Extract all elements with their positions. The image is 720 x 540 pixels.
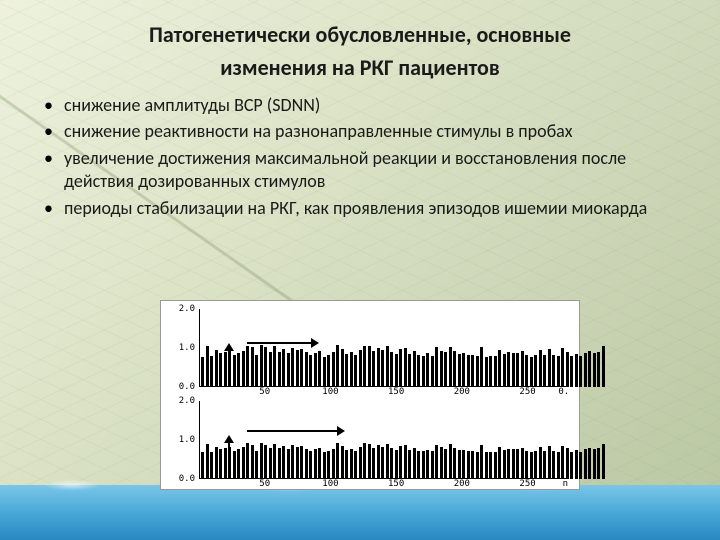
bar-series-bottom <box>201 401 565 479</box>
bar-series-top <box>201 309 565 387</box>
arrow-right-icon <box>247 342 313 344</box>
arrow-up-icon <box>228 349 230 379</box>
slide-title: Патогенетически обусловленные, основные … <box>36 18 684 84</box>
slide-content: Патогенетически обусловленные, основные … <box>0 0 720 220</box>
y-axis <box>199 401 200 479</box>
arrow-right-icon <box>247 430 339 432</box>
bullet-list: снижение амплитуды ВСР (SDNN) снижение р… <box>36 94 684 220</box>
arrow-up-icon <box>228 441 230 471</box>
background-water <box>0 485 720 540</box>
bullet-item: увеличение достижения максимальной реакц… <box>44 147 684 194</box>
bullet-item: снижение реактивности на разнонаправленн… <box>44 120 684 143</box>
bullet-item: периоды стабилизации на РКГ, как проявле… <box>44 197 684 220</box>
y-axis <box>199 309 200 387</box>
title-line-2: изменения на РКГ пациентов <box>220 54 499 81</box>
rkg-charts: 0.01.02.0501001502002500. 0.01.02.050100… <box>160 300 580 490</box>
title-line-1: Патогенетически обусловленные, основные <box>149 21 571 48</box>
chart-bottom: 0.01.02.050100150200250n <box>199 401 567 479</box>
chart-top: 0.01.02.0501001502002500. <box>199 309 567 387</box>
bullet-item: снижение амплитуды ВСР (SDNN) <box>44 94 684 117</box>
